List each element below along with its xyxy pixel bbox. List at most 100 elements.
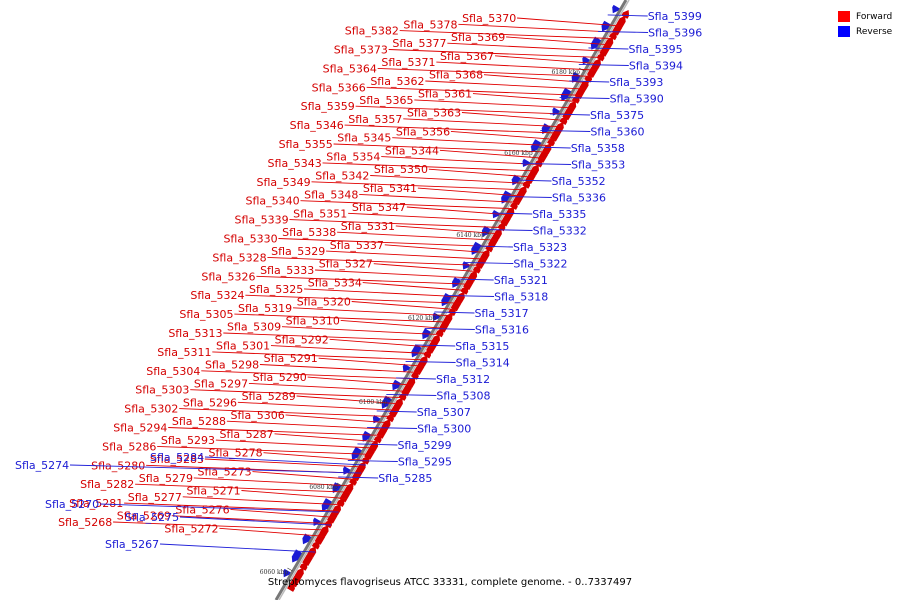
forward-gene-label: Sfla_5328 [212,251,266,264]
legend-label-reverse: Reverse [856,26,893,37]
reverse-gene-leader [415,344,456,347]
reverse-gene-leader [569,80,610,83]
reverse-gene-leader [179,516,332,526]
forward-gene-label: Sfla_5337 [330,239,384,252]
legend: Forward Reverse [838,9,892,39]
forward-gene-leader [281,326,443,336]
reverse-gene-label: Sfla_5323 [513,241,567,254]
forward-gene-label: Sfla_5303 [135,384,189,397]
reverse-gene-leader [367,427,418,429]
forward-gene-leader [219,527,325,537]
forward-gene-leader [506,36,612,46]
reverse-gene-leader [357,443,398,446]
reverse-gene-arrow [381,395,392,409]
forward-gene-leader [403,118,564,128]
reverse-gene-leader [521,163,572,165]
forward-gene-label: Sfla_5279 [139,472,193,485]
forward-gene-label: Sfla_5309 [227,321,281,334]
forward-gene-leader [450,130,556,140]
forward-gene-leader [362,282,468,292]
forward-gene-label: Sfla_5364 [323,62,377,75]
axis-tick-label: 6060 kbp [260,569,289,576]
reverse-gene-label: Sfla_5316 [475,324,529,337]
reverse-gene-label: Sfla_5335 [532,208,586,221]
forward-gene-label: Sfla_5378 [403,18,457,31]
forward-gene-leader [135,483,351,493]
reverse-gene-leader [501,196,552,198]
forward-gene-leader [190,389,406,399]
forward-gene-label: Sfla_5371 [381,56,435,69]
forward-gene-label: Sfla_5326 [201,270,255,283]
reverse-gene-leader [549,113,590,116]
forward-gene-label: Sfla_5344 [385,144,439,157]
forward-gene-leader [414,99,575,109]
reverse-gene-arrow [411,344,422,358]
forward-gene-leader [366,86,582,96]
forward-gene-leader [201,370,417,380]
reverse-gene-arrow [601,20,611,32]
forward-gene-arrow [596,52,605,62]
reverse-gene-label: Sfla_5285 [378,472,432,485]
forward-gene-leader [278,238,494,247]
forward-gene-leader [494,55,601,65]
axis-tick-mark [386,397,392,402]
forward-gene-label: Sfla_5333 [260,264,314,277]
axis-tick-label: 6180 kbp [551,69,580,76]
genome-caption: Streptomyces flavogriseus ATCC 33331, co… [267,577,633,588]
forward-gene-label: Sfla_5281 [69,497,123,510]
forward-gene-leader [425,80,586,90]
reverse-gene-label: Sfla_5394 [629,60,683,73]
forward-gene-arrow [410,370,419,380]
forward-gene-leader [193,477,354,487]
forward-gene-label: Sfla_5313 [168,327,222,340]
reverse-gene-arrow [321,498,332,512]
reverse-gene-label: Sfla_5300 [417,423,471,436]
forward-gene-label: Sfla_5362 [370,75,424,88]
forward-gene-leader [517,17,623,27]
forward-gene-label: Sfla_5325 [249,283,303,296]
forward-gene-label: Sfla_5311 [157,346,211,359]
axis-tick-mark [336,482,343,487]
legend-item-reverse: Reverse [838,24,892,39]
forward-gene-leader [230,508,336,518]
reverse-gene-label: Sfla_5267 [105,538,159,551]
reverse-gene-leader [559,97,610,99]
forward-gene-leader [417,187,523,197]
forward-gene-leader [168,427,384,436]
forward-gene-label: Sfla_5357 [348,113,402,126]
reverse-gene-label: Sfla_5284 [150,451,204,464]
forward-gene-label: Sfla_5305 [179,308,233,321]
reverse-gene-label: Sfla_5336 [552,192,606,205]
reverse-gene-leader [482,229,533,231]
legend-swatch-reverse [838,26,850,37]
reverse-gene-leader [69,464,362,474]
forward-gene-leader [263,452,369,462]
forward-gene-leader [274,433,380,443]
forward-gene-arrow [423,349,431,359]
reverse-gene-leader [405,361,456,363]
axis-tick-label: 6100 kbp [359,399,388,406]
forward-gene-leader [318,357,424,367]
reverse-gene-leader [578,64,629,66]
forward-gene-label: Sfla_5359 [301,100,355,113]
reverse-gene-leader [511,179,552,182]
reverse-gene-arrow [481,225,491,237]
forward-gene-arrow [485,243,493,253]
reverse-gene-label: Sfla_5353 [571,159,625,172]
forward-gene-arrow [584,73,592,83]
forward-gene-leader [406,206,512,216]
reverse-gene-arrow [462,261,471,270]
forward-gene-arrow [608,31,617,41]
forward-gene-leader [399,30,615,40]
reverse-gene-arrow [452,277,461,288]
forward-gene-leader [113,521,329,531]
forward-gene-label: Sfla_5368 [429,69,483,82]
forward-gene-leader [439,149,545,159]
forward-gene-leader [333,143,549,153]
forward-gene-leader [248,382,409,392]
reverse-gene-arrow [612,4,620,14]
reverse-gene-leader [492,212,533,215]
forward-gene-label: Sfla_5348 [304,188,358,201]
reverse-gene-label: Sfla_5393 [609,76,663,89]
